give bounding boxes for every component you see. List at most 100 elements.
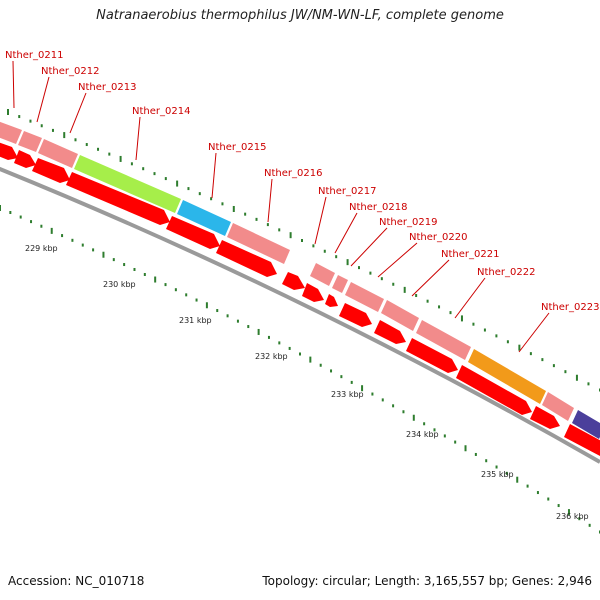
gene-label[interactable]: Nther_0213 [78, 82, 136, 93]
ruler-tick [312, 244, 315, 248]
ruler-tick [547, 497, 550, 501]
gene-label[interactable]: Nther_0223 [541, 302, 599, 313]
leader-line [334, 212, 358, 254]
cds-nther-0213[interactable] [38, 139, 78, 168]
ruler-tick [350, 380, 353, 384]
cds-nther-0217[interactable] [310, 263, 335, 286]
gene-label[interactable]: Nther_0221 [441, 249, 499, 260]
leader-line [211, 152, 217, 199]
cds-nther-0223[interactable] [542, 392, 574, 421]
kbp-label: 235 kbp [481, 470, 514, 479]
kbp-label: 234 kbp [406, 430, 439, 439]
ruler-tick [236, 319, 239, 323]
gene-label[interactable]: Nther_0211 [5, 50, 63, 61]
ruler-tick [19, 215, 22, 219]
cds-nther-0218[interactable] [332, 275, 348, 293]
gene-arrow-0223[interactable] [530, 406, 560, 429]
ruler-tick [495, 465, 498, 469]
cds-nther-0215[interactable] [177, 200, 231, 236]
ruler-tick [412, 414, 415, 421]
gene-label[interactable]: Nther_0218 [349, 202, 407, 213]
ruler-tick [536, 491, 539, 495]
leader-line [314, 196, 327, 245]
ruler-tick [474, 452, 477, 456]
ruler-tick [257, 328, 260, 335]
gene-labels: Nther_0211 Nther_0212 Nther_0213 Nther_0214… [5, 50, 599, 353]
gene-arrow-0215[interactable] [166, 216, 220, 249]
gene-arrow-0218[interactable] [325, 294, 338, 307]
cds-nther-0214[interactable] [74, 155, 181, 213]
ruler-tick [9, 211, 12, 215]
gene-arrow-0220[interactable] [374, 320, 406, 344]
gene-label[interactable]: Nther_0212 [41, 66, 99, 77]
gene-label[interactable]: Nther_0216 [264, 168, 322, 179]
map-title: Natranaerobius thermophilus JW/NM-WN-LF,… [96, 8, 504, 23]
ruler-tick [505, 471, 508, 475]
gene-label[interactable]: Nther_0219 [379, 217, 437, 228]
ruler-tick [108, 152, 111, 156]
leader-line [411, 259, 450, 297]
cds-next[interactable] [572, 410, 600, 439]
ruler-tick [526, 484, 529, 488]
gene-arrow-0219[interactable] [339, 303, 372, 327]
cds-nther-0221[interactable] [416, 320, 471, 360]
kbp-label: 233 kbp [331, 390, 364, 399]
cds-nther-0211[interactable] [0, 120, 22, 144]
ruler-tick [346, 259, 349, 266]
ruler-tick [119, 155, 122, 162]
ruler-tick [323, 249, 326, 253]
ruler-tick [123, 263, 126, 267]
gene-arrow-0221[interactable] [406, 338, 458, 373]
gene-arrow-0213[interactable] [32, 158, 70, 183]
gene-label[interactable]: Nther_0222 [477, 267, 535, 278]
cds-nther-0220[interactable] [381, 300, 419, 331]
gene-label[interactable]: Nther_0220 [409, 232, 467, 243]
kbp-label: 231 kbp [179, 316, 212, 325]
cds-nther-0222[interactable] [468, 349, 546, 404]
gene-arrow-0214[interactable] [66, 172, 170, 225]
gene-arrow-0212[interactable] [14, 150, 36, 168]
ruler-tick [278, 341, 281, 345]
gene-label[interactable]: Nther_0217 [318, 186, 376, 197]
ruler-tick [7, 109, 9, 115]
ruler-tick [423, 422, 426, 426]
ruler-tick [438, 305, 441, 309]
ruler-ticks [0, 109, 600, 534]
gene-arrow-0216[interactable] [216, 240, 277, 277]
gene-arrow-0217a[interactable] [282, 272, 305, 290]
ruler-tick [29, 119, 32, 123]
ruler-tick [402, 410, 405, 414]
ruler-tick [221, 202, 224, 206]
gene-arrow-next[interactable] [564, 424, 600, 456]
feature-track [0, 120, 600, 456]
ruler-tick [433, 428, 436, 432]
ruler-tick [187, 187, 190, 191]
cds-nther-0212[interactable] [18, 131, 42, 152]
gene-arrow-0217b[interactable] [302, 283, 324, 302]
ruler-tick [63, 132, 66, 139]
kbp-label: 230 kbp [103, 280, 136, 289]
gene-label[interactable]: Nther_0215 [208, 142, 266, 153]
leader-line [518, 312, 550, 353]
ruler-tick [575, 374, 578, 381]
ruler-tick [403, 286, 406, 293]
leader-line [36, 76, 50, 123]
cds-nther-0216[interactable] [227, 223, 290, 264]
ruler-tick [51, 128, 54, 132]
kbp-label: 229 kbp [25, 244, 58, 253]
gene-label[interactable]: Nther_0214 [132, 106, 190, 117]
ruler-tick [198, 192, 201, 196]
ruler-tick [50, 227, 53, 234]
ruler-tick [426, 299, 429, 303]
gene-arrow-0211[interactable] [0, 140, 18, 160]
ruler-tick [564, 370, 567, 374]
ruler-tick [557, 504, 560, 508]
ruler-tick [518, 344, 521, 351]
ruler-tick [30, 220, 33, 224]
ruler-tick [74, 138, 77, 142]
gene-arrow-0222[interactable] [456, 365, 532, 415]
ruler-tick [142, 167, 145, 171]
ruler-tick [483, 328, 486, 332]
cds-nther-0219[interactable] [345, 282, 384, 312]
